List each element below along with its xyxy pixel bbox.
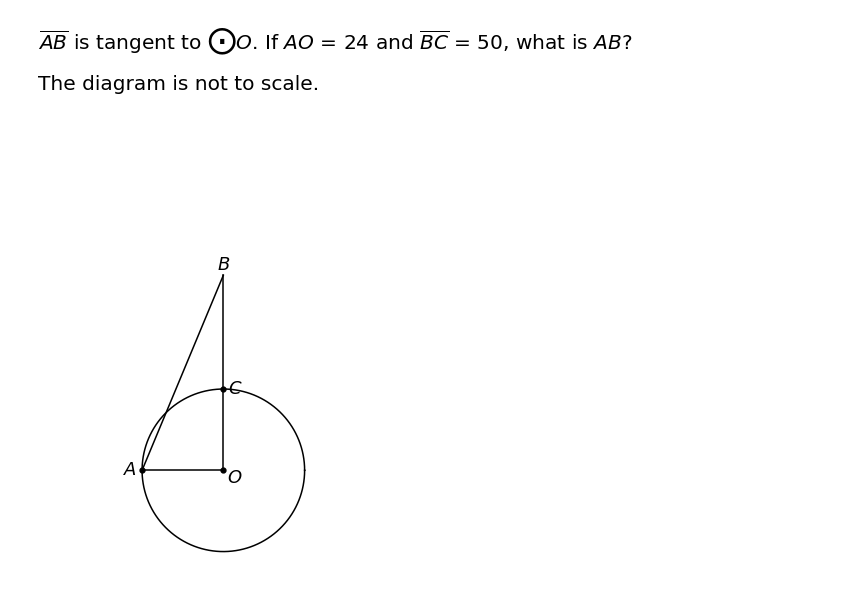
Text: A: A bbox=[124, 461, 136, 479]
Text: $\overline{AB}$ is tangent to $\bigodot$$O$. If $AO$ = 24 and $\overline{BC}$ = : $\overline{AB}$ is tangent to $\bigodot$… bbox=[38, 27, 632, 57]
Text: B: B bbox=[217, 256, 230, 274]
Text: C: C bbox=[229, 380, 241, 398]
Text: O: O bbox=[228, 470, 241, 488]
Text: The diagram is not to scale.: The diagram is not to scale. bbox=[38, 74, 319, 94]
